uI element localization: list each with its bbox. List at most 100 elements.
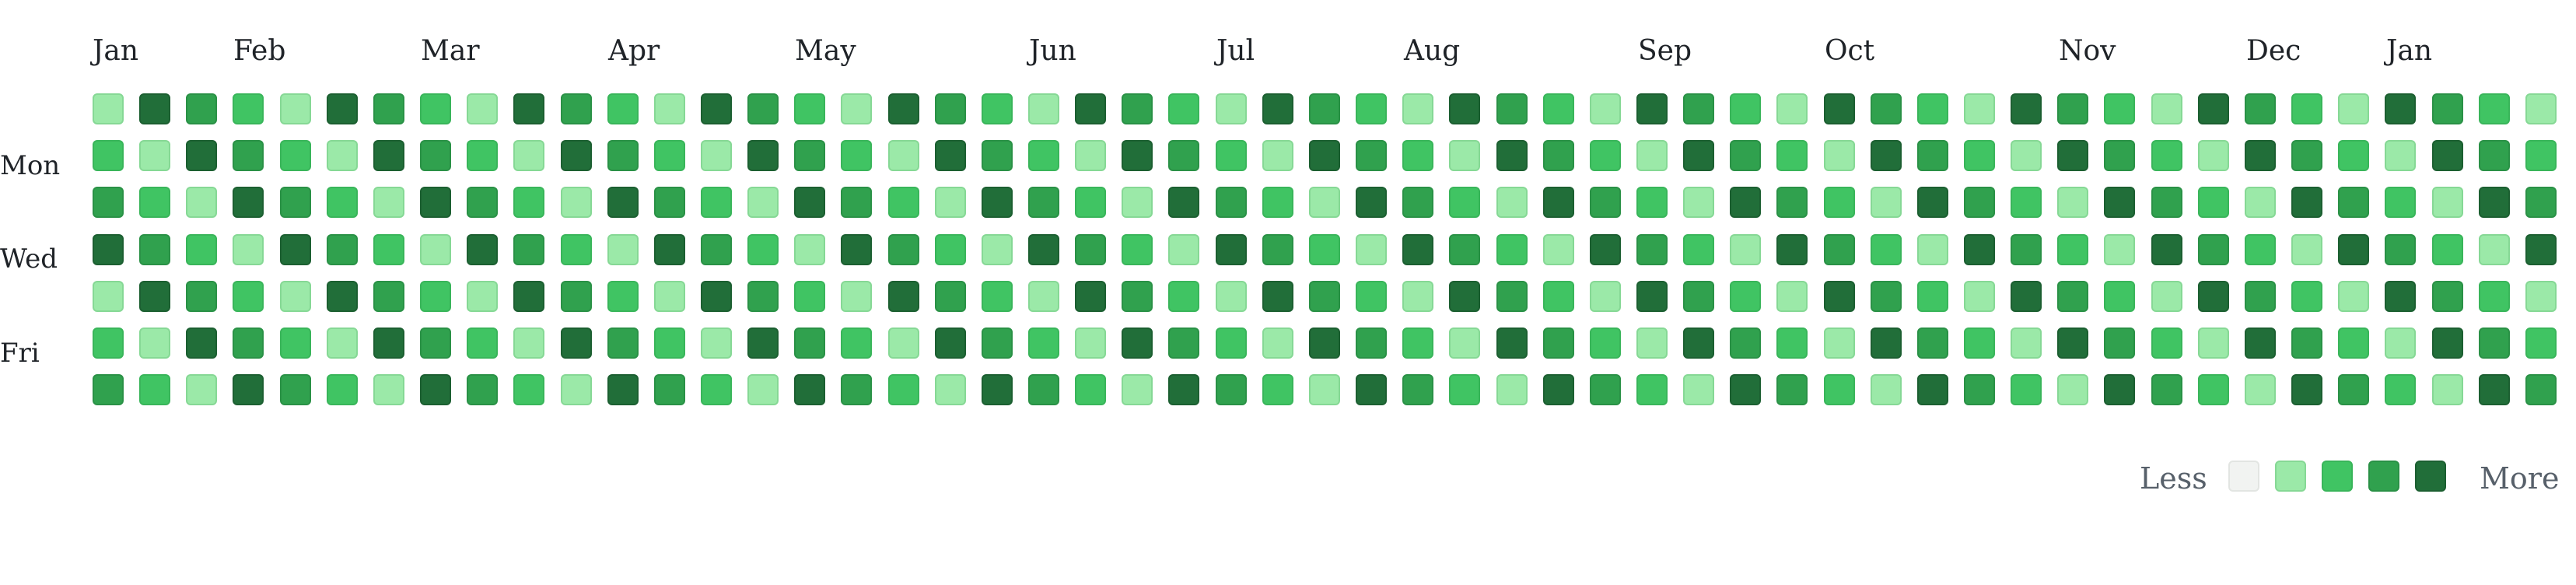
contribution-cell[interactable] bbox=[1730, 328, 1761, 359]
contribution-cell[interactable] bbox=[1075, 187, 1106, 218]
contribution-cell[interactable] bbox=[561, 328, 592, 359]
contribution-cell[interactable] bbox=[2057, 140, 2088, 171]
contribution-cell[interactable] bbox=[1496, 140, 1528, 171]
contribution-cell[interactable] bbox=[2011, 187, 2042, 218]
contribution-cell[interactable] bbox=[1543, 374, 1574, 405]
contribution-cell[interactable] bbox=[2525, 328, 2557, 359]
contribution-cell[interactable] bbox=[1683, 234, 1714, 265]
contribution-cell[interactable] bbox=[1402, 281, 1433, 312]
contribution-cell[interactable] bbox=[1871, 281, 1902, 312]
contribution-cell[interactable] bbox=[420, 328, 451, 359]
contribution-cell[interactable] bbox=[2104, 187, 2135, 218]
contribution-cell[interactable] bbox=[2057, 187, 2088, 218]
contribution-cell[interactable] bbox=[1075, 281, 1106, 312]
contribution-cell[interactable] bbox=[1917, 234, 1948, 265]
contribution-cell[interactable] bbox=[888, 140, 919, 171]
contribution-cell[interactable] bbox=[467, 187, 498, 218]
contribution-cell[interactable] bbox=[1730, 374, 1761, 405]
contribution-cell[interactable] bbox=[747, 93, 779, 124]
contribution-cell[interactable] bbox=[1730, 140, 1761, 171]
contribution-cell[interactable] bbox=[233, 140, 264, 171]
contribution-cell[interactable] bbox=[1168, 374, 1199, 405]
contribution-cell[interactable] bbox=[982, 187, 1013, 218]
contribution-cell[interactable] bbox=[2151, 93, 2182, 124]
contribution-cell[interactable] bbox=[2104, 93, 2135, 124]
contribution-cell[interactable] bbox=[186, 281, 217, 312]
contribution-cell[interactable] bbox=[1496, 374, 1528, 405]
contribution-cell[interactable] bbox=[1776, 93, 1808, 124]
contribution-cell[interactable] bbox=[2338, 187, 2369, 218]
contribution-cell[interactable] bbox=[888, 93, 919, 124]
contribution-cell[interactable] bbox=[2198, 187, 2229, 218]
contribution-cell[interactable] bbox=[2245, 328, 2276, 359]
contribution-cell[interactable] bbox=[2479, 140, 2510, 171]
contribution-cell[interactable] bbox=[420, 140, 451, 171]
contribution-cell[interactable] bbox=[747, 328, 779, 359]
contribution-cell[interactable] bbox=[2198, 93, 2229, 124]
contribution-cell[interactable] bbox=[654, 374, 685, 405]
contribution-cell[interactable] bbox=[1449, 140, 1480, 171]
contribution-cell[interactable] bbox=[1636, 187, 1668, 218]
contribution-cell[interactable] bbox=[1917, 93, 1948, 124]
contribution-cell[interactable] bbox=[841, 374, 872, 405]
contribution-cell[interactable] bbox=[2057, 234, 2088, 265]
contribution-cell[interactable] bbox=[93, 234, 124, 265]
contribution-cell[interactable] bbox=[888, 328, 919, 359]
contribution-cell[interactable] bbox=[1683, 93, 1714, 124]
contribution-cell[interactable] bbox=[1402, 374, 1433, 405]
contribution-cell[interactable] bbox=[1168, 328, 1199, 359]
contribution-cell[interactable] bbox=[420, 374, 451, 405]
contribution-cell[interactable] bbox=[1590, 234, 1621, 265]
contribution-cell[interactable] bbox=[2525, 140, 2557, 171]
contribution-cell[interactable] bbox=[1356, 374, 1387, 405]
contribution-cell[interactable] bbox=[1776, 140, 1808, 171]
contribution-cell[interactable] bbox=[607, 328, 639, 359]
contribution-cell[interactable] bbox=[1216, 234, 1247, 265]
contribution-cell[interactable] bbox=[1168, 93, 1199, 124]
contribution-cell[interactable] bbox=[1496, 328, 1528, 359]
contribution-cell[interactable] bbox=[2245, 93, 2276, 124]
contribution-cell[interactable] bbox=[1168, 281, 1199, 312]
contribution-cell[interactable] bbox=[2245, 187, 2276, 218]
contribution-cell[interactable] bbox=[1028, 374, 1059, 405]
contribution-cell[interactable] bbox=[794, 281, 825, 312]
contribution-cell[interactable] bbox=[2432, 374, 2463, 405]
contribution-cell[interactable] bbox=[2338, 328, 2369, 359]
contribution-cell[interactable] bbox=[513, 140, 544, 171]
contribution-cell[interactable] bbox=[2104, 328, 2135, 359]
contribution-cell[interactable] bbox=[2245, 281, 2276, 312]
contribution-cell[interactable] bbox=[280, 140, 311, 171]
contribution-cell[interactable] bbox=[2525, 93, 2557, 124]
contribution-cell[interactable] bbox=[1776, 281, 1808, 312]
contribution-cell[interactable] bbox=[888, 281, 919, 312]
contribution-cell[interactable] bbox=[2291, 93, 2322, 124]
contribution-cell[interactable] bbox=[841, 140, 872, 171]
contribution-cell[interactable] bbox=[2198, 234, 2229, 265]
contribution-cell[interactable] bbox=[2479, 187, 2510, 218]
contribution-cell[interactable] bbox=[327, 187, 358, 218]
contribution-cell[interactable] bbox=[1871, 374, 1902, 405]
contribution-cell[interactable] bbox=[327, 328, 358, 359]
contribution-cell[interactable] bbox=[1449, 374, 1480, 405]
contribution-cell[interactable] bbox=[1356, 140, 1387, 171]
contribution-cell[interactable] bbox=[982, 328, 1013, 359]
contribution-cell[interactable] bbox=[467, 328, 498, 359]
contribution-cell[interactable] bbox=[139, 93, 170, 124]
contribution-cell[interactable] bbox=[2151, 234, 2182, 265]
contribution-cell[interactable] bbox=[2432, 281, 2463, 312]
contribution-cell[interactable] bbox=[1871, 328, 1902, 359]
contribution-cell[interactable] bbox=[327, 374, 358, 405]
contribution-cell[interactable] bbox=[1028, 328, 1059, 359]
contribution-cell[interactable] bbox=[2291, 187, 2322, 218]
contribution-cell[interactable] bbox=[561, 187, 592, 218]
contribution-cell[interactable] bbox=[1402, 234, 1433, 265]
contribution-cell[interactable] bbox=[2479, 328, 2510, 359]
contribution-cell[interactable] bbox=[654, 234, 685, 265]
contribution-cell[interactable] bbox=[2245, 234, 2276, 265]
contribution-cell[interactable] bbox=[280, 93, 311, 124]
contribution-cell[interactable] bbox=[561, 281, 592, 312]
contribution-cell[interactable] bbox=[1543, 140, 1574, 171]
contribution-cell[interactable] bbox=[607, 93, 639, 124]
contribution-cell[interactable] bbox=[373, 140, 404, 171]
contribution-cell[interactable] bbox=[1964, 328, 1995, 359]
